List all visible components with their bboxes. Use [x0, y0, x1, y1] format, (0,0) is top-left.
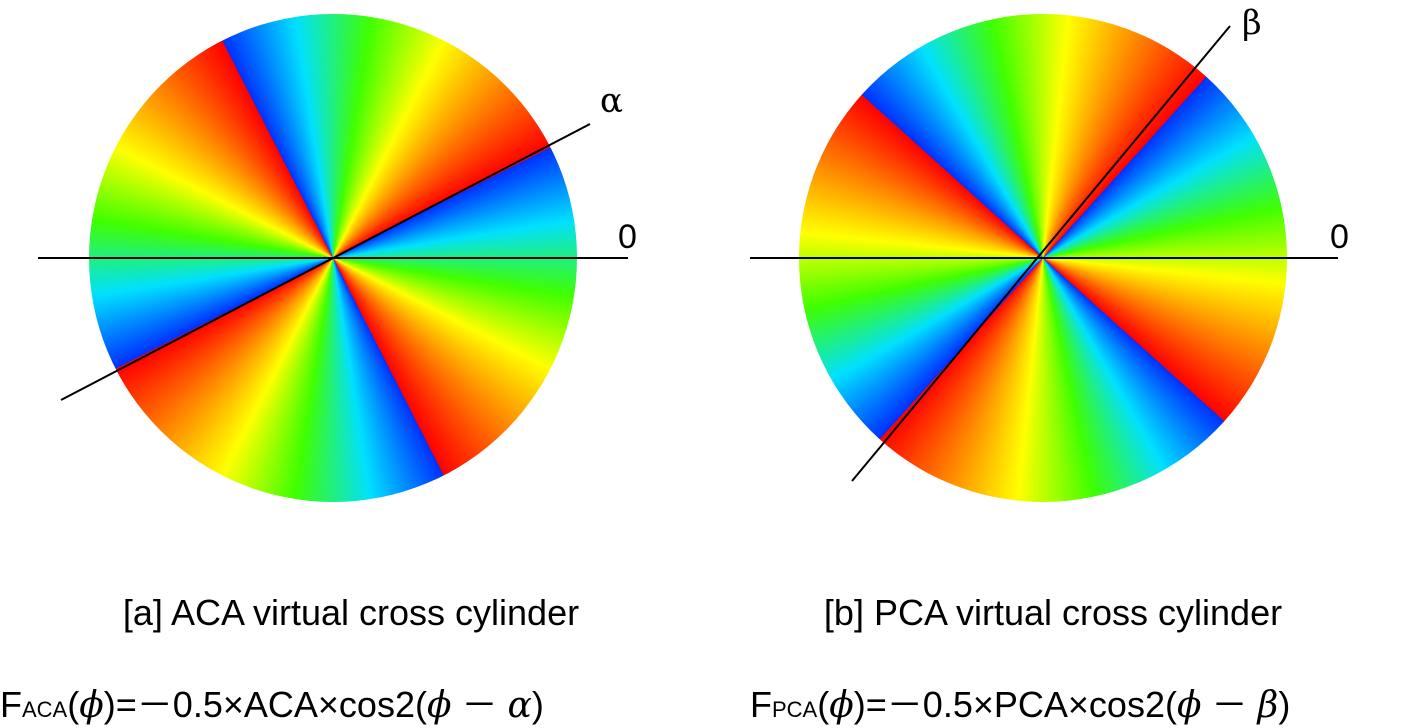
pca-formula-open: ( [817, 684, 830, 725]
pca-caption: [b] PCA virtual cross cylinder [823, 592, 1283, 633]
pca-formula-close: ) [1278, 684, 1291, 725]
aca-caption: [a] ACA virtual cross cylinder [122, 592, 580, 633]
aca-formula-close: ) [531, 684, 544, 725]
aca-formula-prefix: F [0, 684, 22, 725]
aca-formula-minus: － [451, 684, 508, 725]
aca-formula-subscript: ACA [22, 697, 68, 722]
pca-formula-minus: － [1201, 684, 1258, 725]
pca-beta-axis [851, 25, 1231, 482]
pca-formula-mid: )=－0.5×PCA×cos2( [853, 684, 1177, 725]
pca-axes: β 0 [750, 3, 1349, 482]
panel-pca: β 0 [b] PCA virtual cross cylinder FPCA(… [702, 0, 1404, 726]
aca-formula-mid: )=－0.5×ACA×cos2( [103, 684, 427, 725]
pca-formula-subscript: PCA [772, 697, 818, 722]
pca-formula-phi: ϕ [829, 685, 854, 726]
aca-formula-phi: ϕ [79, 685, 104, 726]
panel-aca: α 0 [a] ACA virtual cross cylinder FACA(… [0, 0, 702, 726]
aca-axes: α 0 [38, 81, 637, 401]
aca-formula-angle: α [507, 685, 532, 726]
aca-alpha-label: α [600, 81, 623, 121]
pca-zero-label: 0 [1330, 218, 1349, 256]
pca-formula-phi-2: ϕ [1176, 685, 1202, 726]
pca-formula-prefix: F [750, 684, 772, 725]
aca-alpha-axis [60, 123, 591, 401]
aca-formula: FACA(ϕ)=－0.5×ACA×cos2(ϕ － α) [0, 676, 544, 728]
aca-formula-open: ( [67, 684, 80, 725]
pca-beta-label: β [1242, 3, 1262, 43]
pca-formula-angle: β [1257, 685, 1279, 726]
pca-formula: FPCA(ϕ)=－0.5×PCA×cos2(ϕ － β) [750, 676, 1290, 728]
aca-zero-label: 0 [618, 218, 637, 256]
aca-formula-phi-2: ϕ [426, 685, 452, 726]
